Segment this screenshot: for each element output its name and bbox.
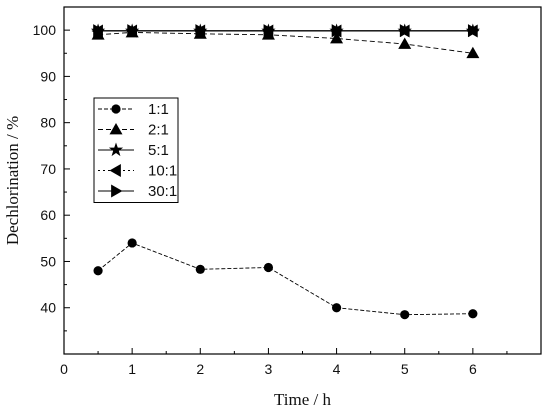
plot-layer [90,23,480,320]
data-point [468,309,478,319]
y-tick-label: 40 [40,300,56,316]
y-axis-title: Dechlorination / % [3,116,22,245]
series-0 [93,238,478,320]
legend-label: 1:1 [148,101,169,118]
data-point [331,303,342,313]
data-point [330,31,344,44]
x-tick-label: 4 [333,361,341,377]
y-tick-label: 60 [40,207,56,223]
data-point [398,37,412,49]
data-point [127,238,137,248]
y-tick-label: 90 [40,68,56,84]
data-point [263,24,275,38]
legend-label: 5:1 [148,142,169,159]
x-tick-label: 5 [401,361,409,377]
legend-marker [109,123,123,135]
series-4 [93,24,480,38]
x-tick-label: 2 [196,361,204,377]
data-point [93,24,105,38]
legend-item-4: 30:1 [98,183,177,200]
legend-item-1: 2:1 [98,122,169,139]
series-line [97,242,473,316]
series-line [98,31,473,54]
legend-label: 2:1 [148,122,169,139]
data-point [93,266,103,276]
x-tick-label: 0 [60,361,68,377]
legend-item-2: 5:1 [98,142,169,159]
data-point [195,24,207,38]
data-point [467,24,480,38]
legend-item-3: 10:1 [98,163,177,180]
y-tick-label: 80 [40,115,56,131]
legend-item-0: 1:1 [98,101,169,118]
x-tick-label: 1 [128,361,136,377]
data-point [331,24,344,38]
legend-label: 10:1 [148,163,177,180]
x-axis-title: Time / h [274,390,332,409]
legend-marker [109,164,121,177]
y-tick-label: 70 [40,161,56,177]
x-tick-label: 3 [265,361,273,377]
legend-label: 30:1 [148,183,177,200]
y-tick-label: 50 [40,253,56,269]
data-point [399,24,412,38]
legend-marker [108,142,124,157]
data-point [466,46,480,59]
data-point [127,24,139,38]
data-point [195,264,205,274]
legend-marker [111,104,121,114]
data-point [400,310,410,320]
legend: 1:1 2:1 5:1 10:1 30:1 [93,97,179,203]
legend-marker [111,184,123,198]
data-point [263,262,274,273]
x-tick-label: 6 [469,361,477,377]
axes: 0 1 2 3 4 5 6 40 50 60 70 80 90 100 [33,6,542,377]
y-tick-label: 100 [33,22,57,38]
